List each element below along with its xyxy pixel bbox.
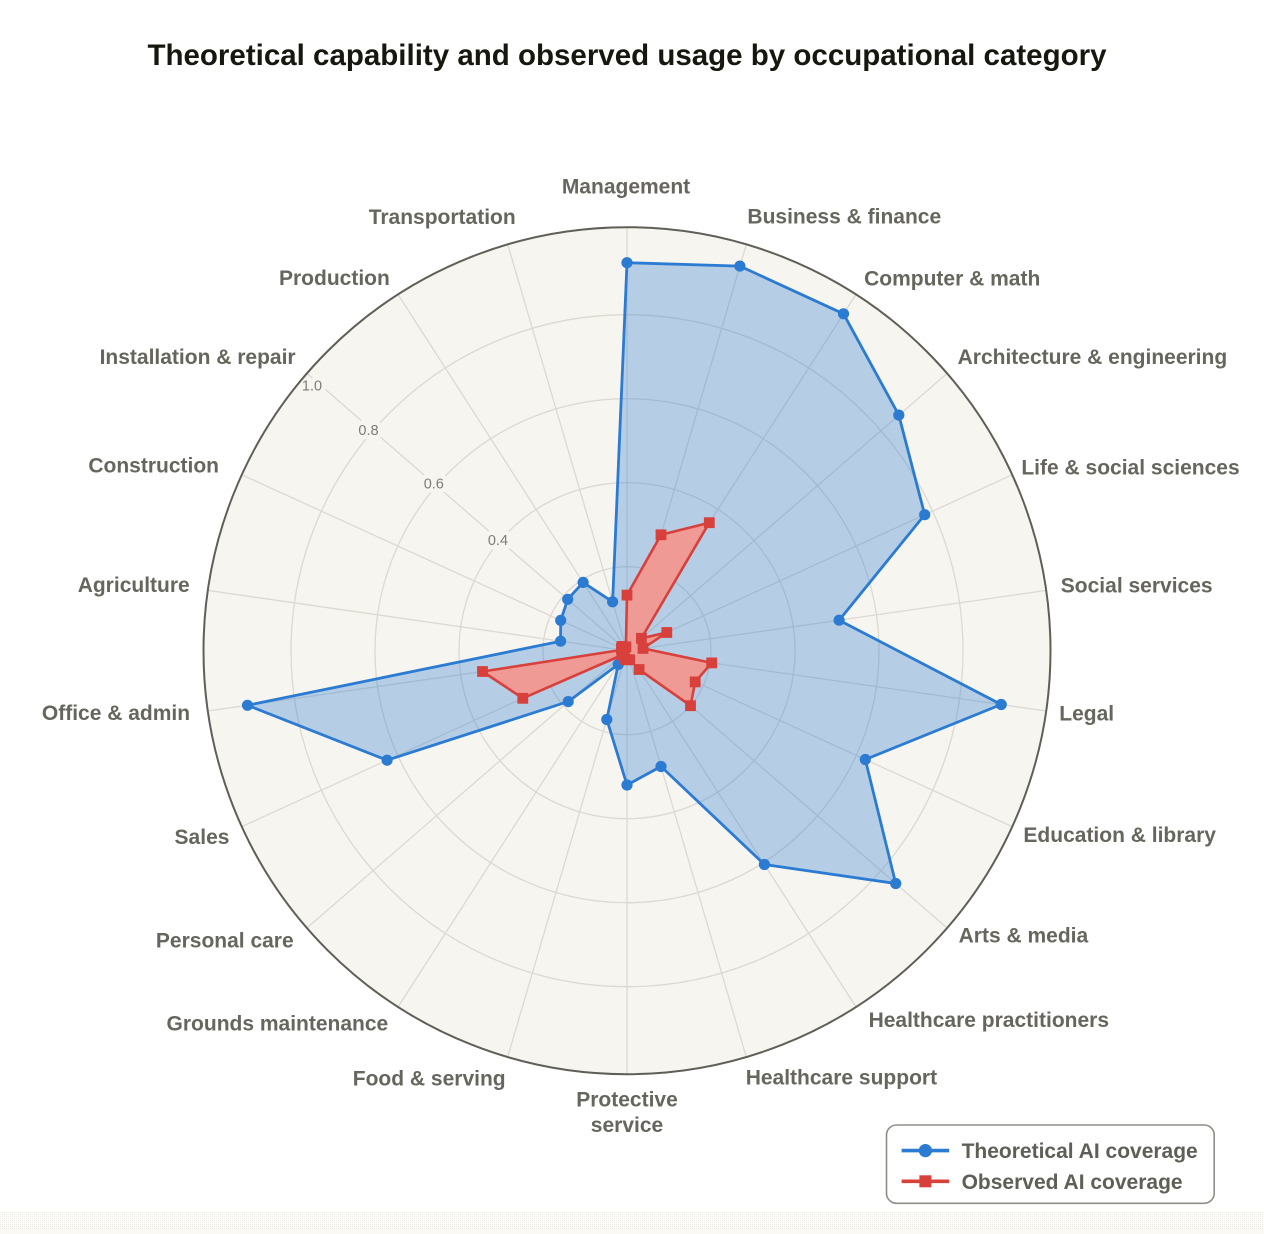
svg-text:Life & social sciences: Life & social sciences: [1021, 457, 1239, 480]
svg-text:Installation & repair: Installation & repair: [100, 346, 296, 369]
svg-text:0.8: 0.8: [358, 423, 378, 439]
svg-text:0.4: 0.4: [488, 533, 508, 549]
svg-text:Grounds maintenance: Grounds maintenance: [167, 1013, 389, 1036]
svg-text:Computer & math: Computer & math: [864, 268, 1040, 291]
svg-text:Construction: Construction: [88, 455, 219, 478]
svg-text:Personal care: Personal care: [156, 930, 294, 953]
svg-text:Arts & media: Arts & media: [959, 925, 1089, 948]
svg-text:Office & admin: Office & admin: [42, 702, 190, 725]
svg-text:Production: Production: [279, 267, 390, 290]
svg-text:Social services: Social services: [1061, 575, 1213, 598]
svg-text:Food & serving: Food & serving: [353, 1068, 506, 1091]
svg-text:Healthcare practitioners: Healthcare practitioners: [869, 1009, 1109, 1032]
svg-text:Management: Management: [562, 176, 690, 199]
svg-text:Healthcare support: Healthcare support: [746, 1067, 937, 1090]
svg-text:Architecture & engineering: Architecture & engineering: [958, 346, 1228, 369]
svg-text:Education & library: Education & library: [1023, 824, 1216, 847]
svg-text:Observed AI coverage: Observed AI coverage: [962, 1171, 1183, 1194]
svg-text:Legal: Legal: [1059, 703, 1114, 726]
svg-text:Theoretical capability and obs: Theoretical capability and observed usag…: [147, 39, 1107, 72]
svg-text:Agriculture: Agriculture: [78, 574, 190, 597]
svg-text:Theoretical AI coverage: Theoretical AI coverage: [962, 1140, 1198, 1163]
svg-text:Sales: Sales: [175, 826, 230, 849]
svg-text:Business & finance: Business & finance: [747, 206, 941, 229]
svg-text:1.0: 1.0: [302, 379, 322, 395]
svg-text:0.6: 0.6: [424, 477, 444, 493]
svg-text:Transportation: Transportation: [369, 206, 516, 229]
